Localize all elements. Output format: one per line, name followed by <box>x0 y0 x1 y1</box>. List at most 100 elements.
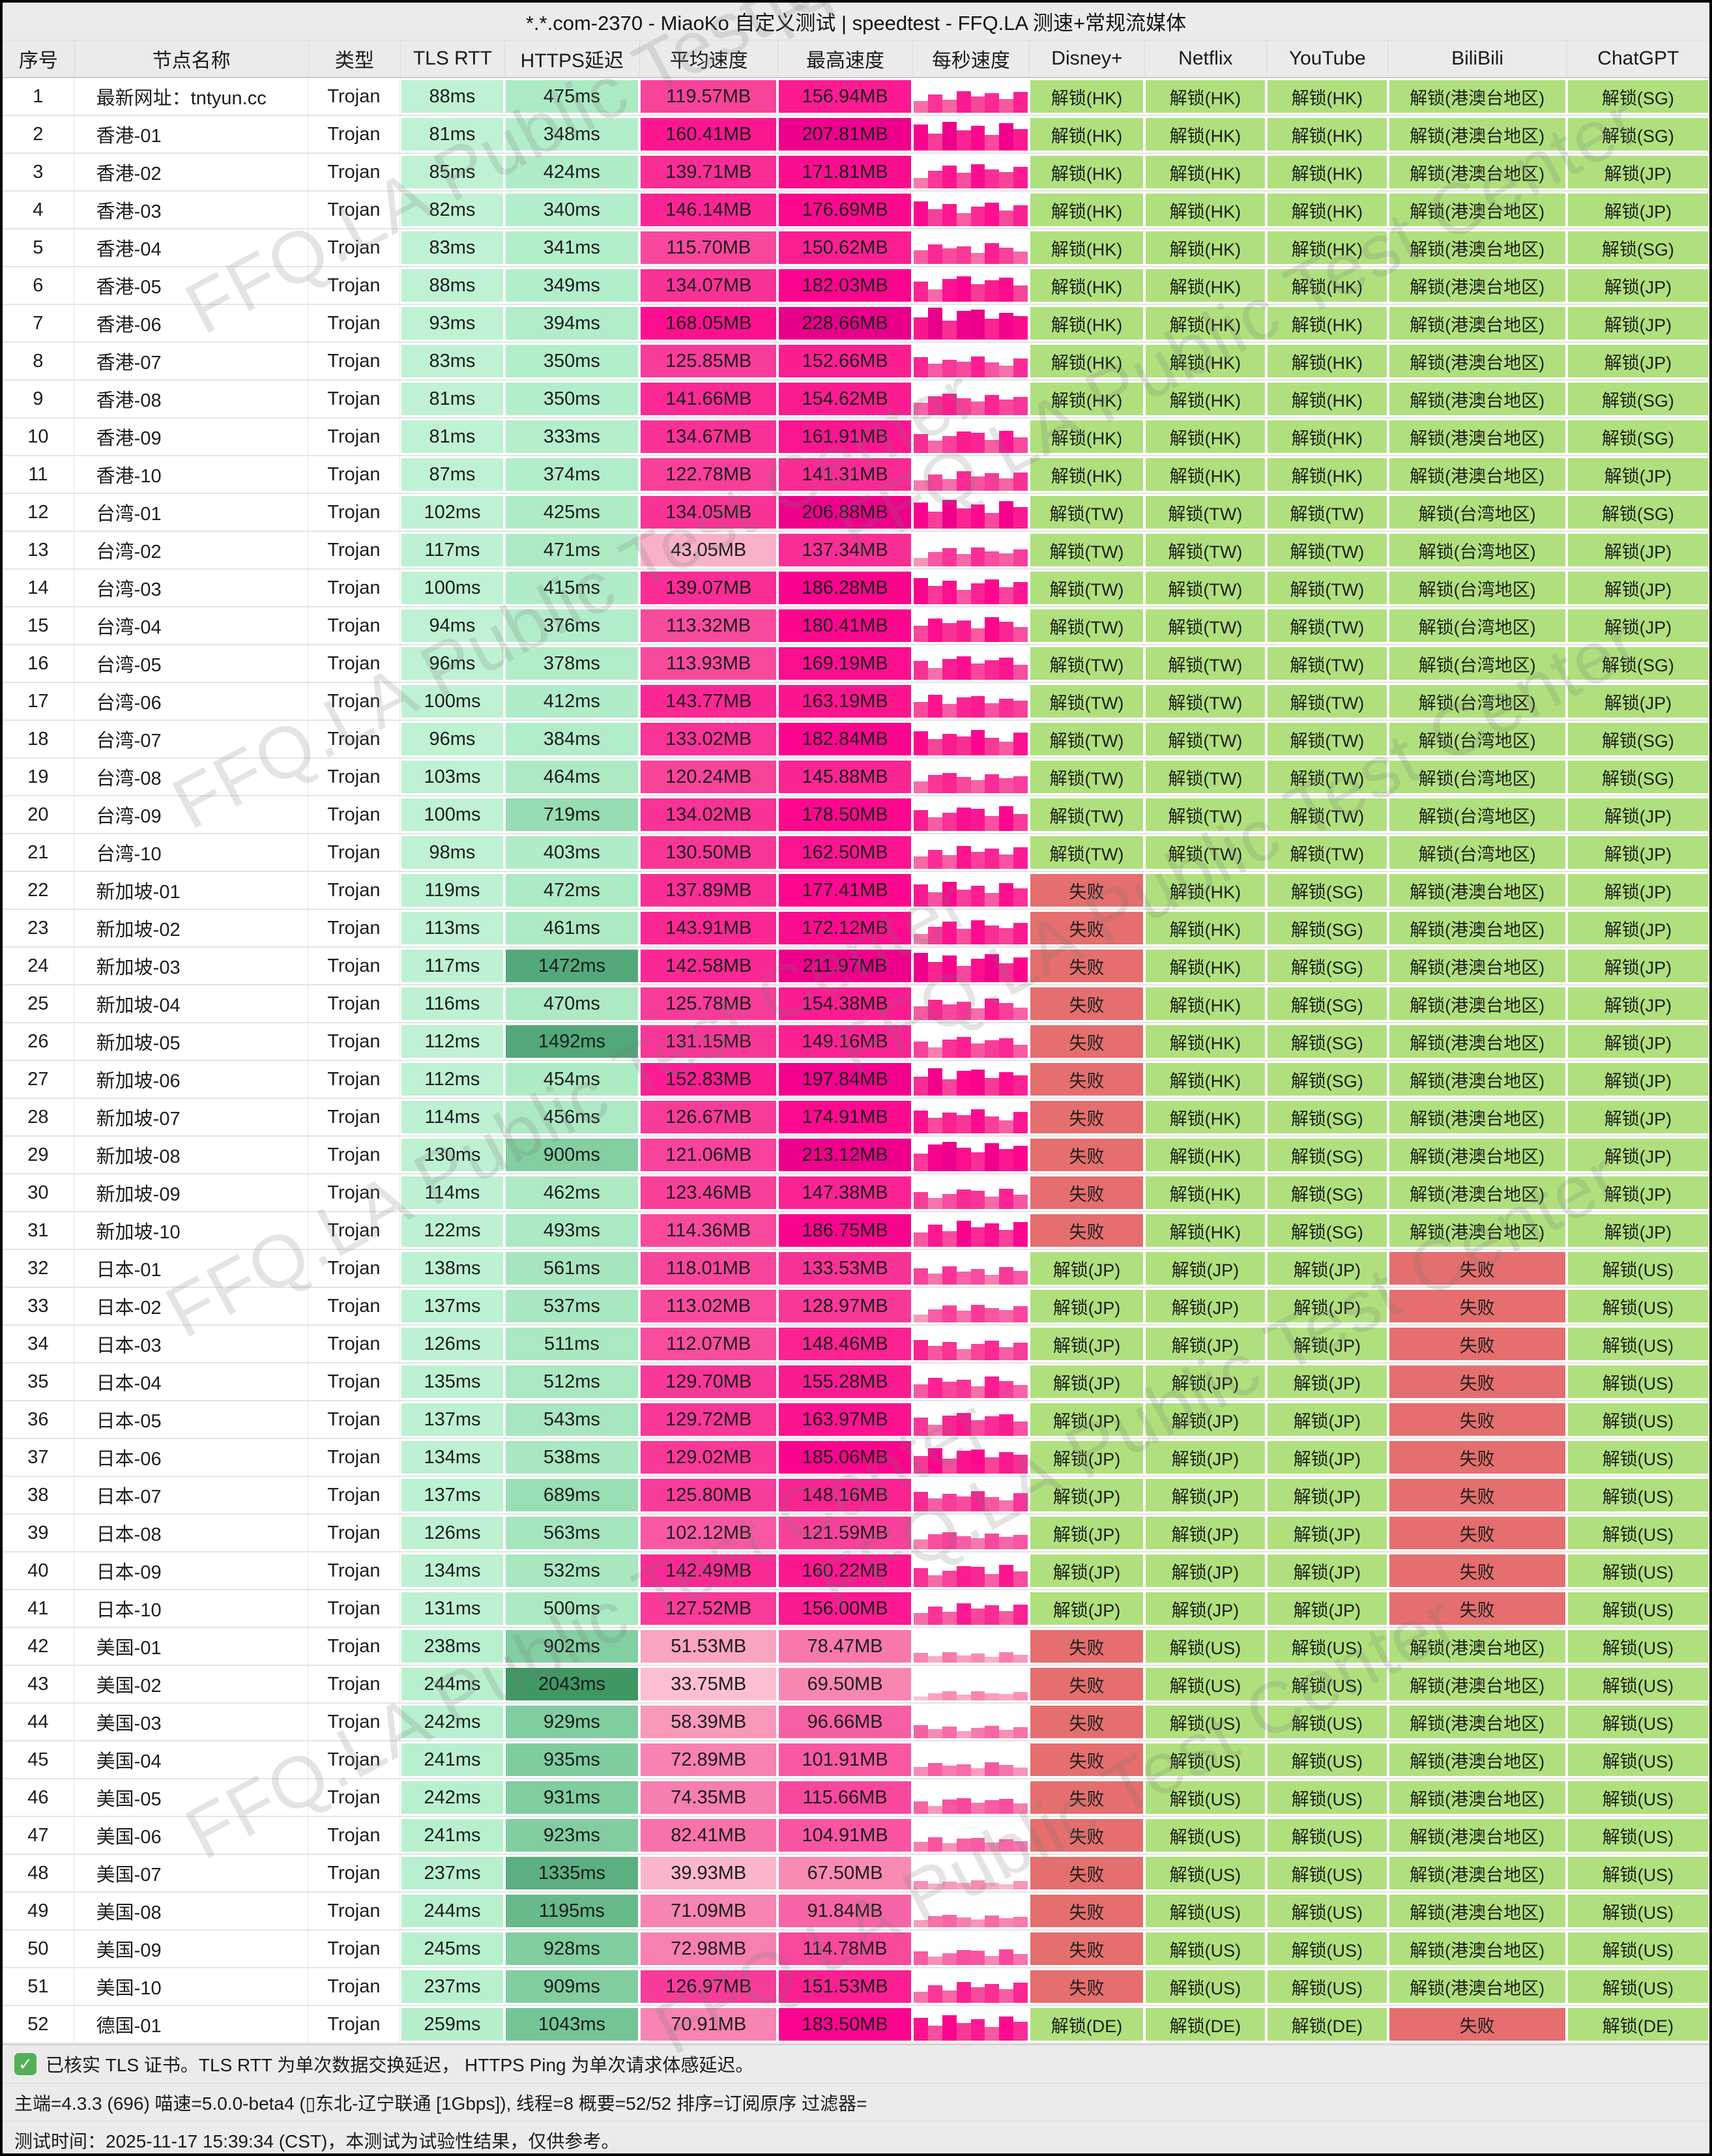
row-index: 11 <box>3 456 74 493</box>
https-latency-cell: 512ms <box>504 1363 639 1400</box>
avg-speed-value: 146.14MB <box>641 194 777 226</box>
speed-bar <box>1013 285 1028 302</box>
row-index: 9 <box>3 381 74 417</box>
youtube-status-cell: 解锁(JP) <box>1266 1288 1387 1324</box>
speed-bar <box>1013 1535 1028 1549</box>
speed-bar <box>913 282 928 302</box>
speed-bar <box>942 479 957 491</box>
disney-status-value: 失败 <box>1030 1176 1143 1209</box>
https-latency-value: 928ms <box>505 1932 639 1965</box>
youtube-status-cell: 解锁(JP) <box>1266 1401 1387 1438</box>
max-speed-value: 169.19MB <box>779 647 911 680</box>
speed-bars <box>913 496 1028 529</box>
row-index: 2 <box>3 116 74 153</box>
disney-status-value: 解锁(DE) <box>1030 2008 1143 2041</box>
netflix-status-cell: 解锁(US) <box>1144 1628 1266 1665</box>
youtube-status-cell: 解锁(TW) <box>1266 494 1387 531</box>
max-speed-value: 171.81MB <box>779 156 911 188</box>
speed-bar <box>1013 1654 1028 1663</box>
max-speed-value: 161.91MB <box>779 420 911 453</box>
youtube-status-value: 解锁(SG) <box>1268 987 1387 1020</box>
node-name: 日本-10 <box>74 1590 308 1627</box>
youtube-status-value: 解锁(JP) <box>1268 1403 1387 1436</box>
https-latency-value: 456ms <box>505 1101 639 1133</box>
netflix-status-cell: 解锁(JP) <box>1144 1250 1266 1287</box>
tls-rtt-cell: 112ms <box>400 1061 504 1098</box>
chatgpt-status-value: 解锁(JP) <box>1567 345 1709 377</box>
speed-bar <box>942 436 957 453</box>
table-header-row: 序号 节点名称 类型 TLS RTT HTTPS延迟 平均速度 最高速度 每秒速度 Disney… <box>3 40 1709 78</box>
speed-bar <box>1013 167 1028 188</box>
chatgpt-status-cell: 解锁(JP) <box>1567 910 1709 946</box>
speed-bar <box>927 668 942 680</box>
tls-rtt-value: 94ms <box>401 609 503 642</box>
max-speed-cell: 211.97MB <box>777 948 912 984</box>
bilibili-status-value: 解锁(港澳台地区) <box>1389 1932 1565 1965</box>
per-second-speed-chart <box>912 1552 1029 1589</box>
row-index: 40 <box>3 1552 74 1589</box>
disney-status-value: 失败 <box>1030 950 1143 982</box>
row-index: 18 <box>3 721 74 757</box>
speed-bar <box>942 1039 957 1058</box>
chatgpt-status-value: 解锁(JP) <box>1567 950 1709 982</box>
max-speed-value: 182.84MB <box>779 723 911 755</box>
speed-bar <box>927 396 942 415</box>
per-second-speed-chart <box>912 1515 1029 1551</box>
bilibili-status-value: 解锁(港澳台地区) <box>1389 420 1565 453</box>
max-speed-value: 154.38MB <box>779 987 911 1020</box>
bilibili-status-value: 解锁(台湾地区) <box>1389 496 1565 529</box>
youtube-status-value: 解锁(SG) <box>1268 1025 1387 1058</box>
youtube-status-value: 解锁(US) <box>1268 1630 1387 1663</box>
speed-bar <box>956 91 971 113</box>
netflix-status-cell: 解锁(TW) <box>1144 759 1266 795</box>
avg-speed-value: 70.91MB <box>641 2008 777 2041</box>
node-type: Trojan <box>308 229 401 266</box>
netflix-status-cell: 解锁(TW) <box>1144 494 1266 531</box>
speed-bar <box>927 1117 942 1133</box>
disney-status-cell: 解锁(JP) <box>1029 1288 1144 1324</box>
speed-bar <box>1013 1343 1028 1360</box>
avg-speed-cell: 134.67MB <box>639 418 777 455</box>
tls-rtt-cell: 134ms <box>400 1552 504 1589</box>
max-speed-value: 186.75MB <box>779 1214 911 1247</box>
bilibili-status-cell: 失败 <box>1388 1288 1567 1324</box>
https-latency-cell: 900ms <box>504 1137 639 1173</box>
youtube-status-cell: 解锁(JP) <box>1266 1439 1387 1476</box>
tls-rtt-cell: 131ms <box>400 1590 504 1627</box>
max-speed-cell: 137.34MB <box>777 532 912 568</box>
https-latency-value: 349ms <box>505 269 639 302</box>
speed-bar <box>970 504 985 529</box>
speed-bar <box>913 933 928 944</box>
node-name: 香港-03 <box>74 192 308 228</box>
max-speed-cell: 128.97MB <box>777 1288 912 1324</box>
youtube-status-cell: 解锁(TW) <box>1266 721 1387 757</box>
https-latency-value: 923ms <box>505 1819 639 1852</box>
bilibili-status-cell: 解锁(港澳台地区) <box>1388 1628 1567 1665</box>
max-speed-value: 149.16MB <box>779 1025 911 1058</box>
node-type: Trojan <box>308 381 401 417</box>
bilibili-status-cell: 失败 <box>1388 1552 1567 1589</box>
disney-status-value: 解锁(HK) <box>1030 307 1143 340</box>
table-row: 9 香港-08 Trojan 81ms 350ms 141.66MB 154.62MB 解锁(… <box>3 381 1709 418</box>
netflix-status-value: 解锁(JP) <box>1145 1517 1266 1549</box>
youtube-status-cell: 解锁(HK) <box>1266 192 1387 228</box>
speed-bar <box>970 1838 985 1852</box>
node-type: Trojan <box>308 1212 401 1249</box>
speed-bar <box>913 100 928 113</box>
https-latency-cell: 349ms <box>504 267 639 304</box>
https-latency-cell: 928ms <box>504 1930 639 1967</box>
node-name: 香港-04 <box>74 229 308 266</box>
row-index: 36 <box>3 1401 74 1438</box>
netflix-status-value: 解锁(JP) <box>1145 1592 1266 1625</box>
speed-bars <box>913 1668 1028 1700</box>
disney-status-value: 解锁(HK) <box>1030 458 1143 491</box>
speed-bars <box>913 458 1028 491</box>
bilibili-status-value: 解锁(港澳台地区) <box>1389 1781 1565 1814</box>
tls-rtt-cell: 259ms <box>400 2006 504 2043</box>
speed-bar <box>913 1314 928 1322</box>
chatgpt-status-value: 解锁(US) <box>1567 1479 1709 1511</box>
speed-bars <box>913 231 1028 264</box>
avg-speed-value: 139.07MB <box>641 572 777 604</box>
disney-status-value: 解锁(HK) <box>1030 383 1143 415</box>
speed-bar <box>999 1729 1014 1738</box>
